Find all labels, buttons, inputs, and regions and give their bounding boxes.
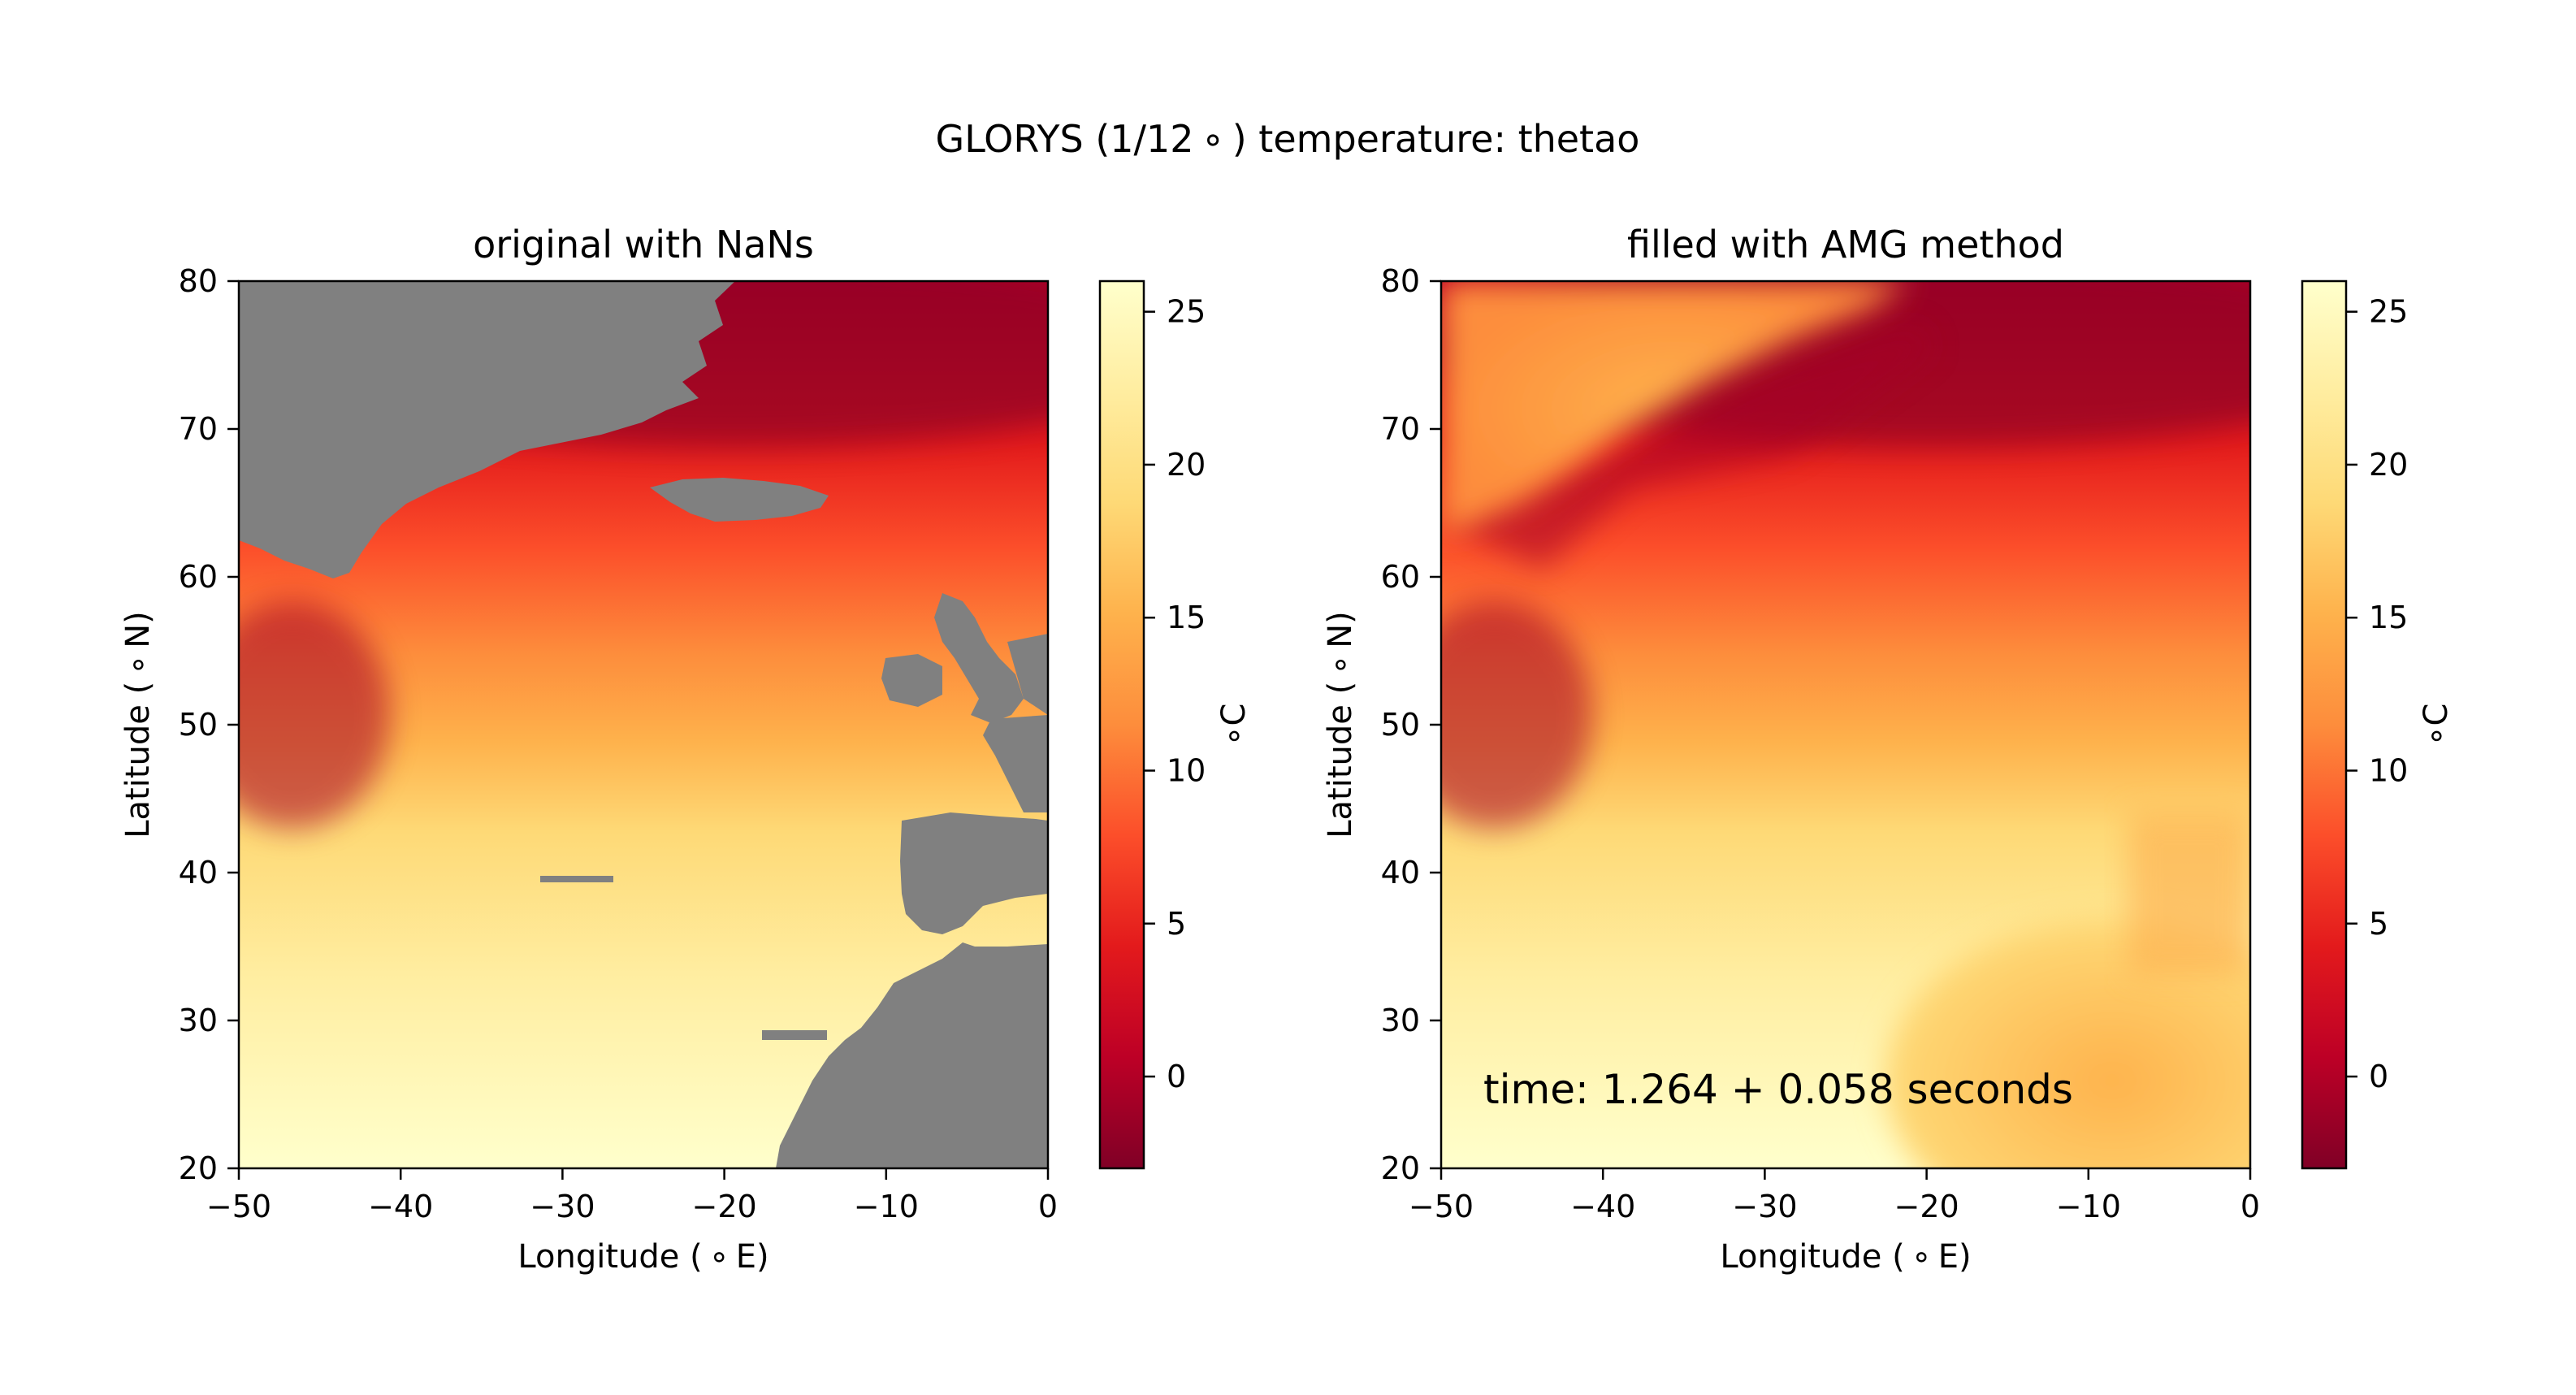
filled-africa-warm: [1885, 918, 2250, 1168]
colorbar-ticks-original: 0 5 10 15 20 25: [1144, 294, 1206, 1094]
land-northwest-africa: [776, 942, 1048, 1168]
colorbar-tick-label: 15: [2369, 600, 2408, 635]
colorbar-tick-label: 10: [2369, 752, 2408, 788]
timing-annotation: time: 1.264 + 0.058 seconds: [1483, 1066, 2073, 1113]
panel-title-filled: filled with AMG method: [1627, 223, 2064, 266]
x-tick-label: −20: [1894, 1189, 1959, 1224]
land-france: [983, 715, 1048, 812]
land-azores: [540, 876, 613, 882]
cold-labrador-region: [239, 601, 390, 829]
x-tick-label: 0: [2240, 1189, 2260, 1224]
filled-greenland-warm: [1441, 281, 1909, 536]
x-tick-label: −50: [206, 1189, 271, 1224]
y-tick-label: 50: [1381, 707, 1420, 743]
y-tick-label: 40: [1381, 855, 1420, 890]
x-axis-label-original: Longitude ( ∘ E): [517, 1238, 768, 1276]
colorbar-tick-label: 10: [1167, 752, 1206, 788]
panel-filled: filled with AMG method time: 1.264 + 0.0…: [1322, 223, 2455, 1276]
colorbar-tick-label: 15: [1167, 600, 1206, 635]
colorbar-tick-label: 25: [1167, 294, 1206, 330]
colorbar-original: 0 5 10 15 20 25 ∘C: [1098, 279, 1253, 1170]
colorbar-gradient: [2301, 279, 2348, 1170]
x-tick-label: 0: [1038, 1189, 1058, 1224]
colorbar-tick-label: 20: [1167, 447, 1206, 483]
x-tick-label: −50: [1409, 1189, 1474, 1224]
y-tick-label: 80: [179, 263, 218, 299]
x-ticks-filled: −50 −40 −30 −20 −10 0: [1409, 1168, 2260, 1224]
colorbar-tick-label: 0: [1167, 1059, 1186, 1094]
heatmap-field-original: [239, 281, 1048, 1168]
y-tick-label: 50: [179, 707, 218, 743]
colorbar-ticks-filled: 0 5 10 15 20 25: [2346, 294, 2408, 1094]
y-axis-label-original: Latitude ( ∘ N): [119, 611, 157, 838]
x-tick-label: −40: [368, 1189, 433, 1224]
cold-labrador-region: [1441, 601, 1592, 829]
y-tick-label: 80: [1381, 263, 1420, 299]
land-iceland: [650, 478, 829, 522]
y-axis-label-filled: Latitude ( ∘ N): [1322, 611, 1359, 838]
filled-iberia-warm: [2128, 812, 2250, 975]
x-tick-label: −30: [530, 1189, 595, 1224]
land-iberia: [900, 812, 1048, 934]
land-canary-islands: [762, 1030, 827, 1040]
y-tick-label: 40: [179, 855, 218, 890]
colorbar-tick-label: 20: [2369, 447, 2408, 483]
y-tick-label: 20: [179, 1150, 218, 1186]
x-tick-label: −30: [1732, 1189, 1797, 1224]
colorbar-label-filled: ∘C: [2418, 704, 2455, 747]
figure-suptitle: GLORYS (1/12 ∘ ) temperature: thetao: [936, 117, 1640, 161]
colorbar-tick-label: 0: [2369, 1059, 2388, 1094]
land-british-isles: [881, 593, 1048, 723]
panel-title-original: original with NaNs: [473, 223, 814, 266]
y-tick-label: 20: [1381, 1150, 1420, 1186]
panel-original: original with NaNs −50 −40 −30 −20 −10 0 20 30…: [119, 223, 1253, 1276]
x-tick-label: −10: [2056, 1189, 2121, 1224]
x-tick-label: −20: [691, 1189, 756, 1224]
colorbar-tick-label: 5: [1167, 906, 1186, 942]
x-tick-label: −10: [854, 1189, 919, 1224]
y-tick-label: 60: [1381, 559, 1420, 595]
colorbar-tick-label: 5: [2369, 906, 2388, 942]
x-tick-label: −40: [1570, 1189, 1635, 1224]
y-tick-label: 70: [179, 411, 218, 447]
land-greenland: [239, 281, 735, 578]
y-tick-label: 60: [179, 559, 218, 595]
colorbar-label-original: ∘C: [1215, 704, 1253, 747]
x-axis-label-filled: Longitude ( ∘ E): [1720, 1238, 1971, 1276]
y-tick-label: 70: [1381, 411, 1420, 447]
cold-greenland-edge: [1441, 325, 1933, 569]
y-tick-label: 30: [1381, 1003, 1420, 1038]
y-ticks-original: 20 30 40 50 60 70 80: [179, 263, 239, 1186]
colorbar-tick-label: 25: [2369, 294, 2408, 330]
y-tick-label: 30: [179, 1003, 218, 1038]
colorbar-gradient: [1098, 279, 1145, 1170]
heatmap-field-filled: time: 1.264 + 0.058 seconds: [1441, 281, 2250, 1168]
x-ticks-original: −50 −40 −30 −20 −10 0: [206, 1168, 1058, 1224]
y-ticks-filled: 20 30 40 50 60 70 80: [1381, 263, 1441, 1186]
colorbar-filled: 0 5 10 15 20 25 ∘C: [2301, 279, 2455, 1170]
